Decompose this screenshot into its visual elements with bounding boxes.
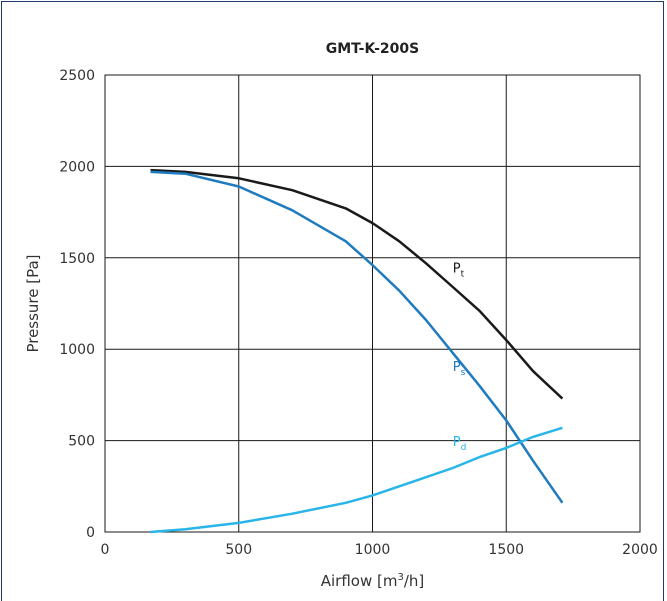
series-line-pt <box>150 168 564 400</box>
series-line-ps <box>150 170 564 504</box>
x-axis-label: Airflow [m3/h] <box>321 572 425 590</box>
series-curves <box>150 168 564 534</box>
x-tick-label: 1000 <box>355 542 391 558</box>
series-label-pd: Pd <box>453 435 467 453</box>
y-tick-label: 2000 <box>59 159 95 175</box>
tick-labels: 0 500 1000 1500 2000 0 500 1000 1500 2000 2500 <box>59 68 657 558</box>
y-tick-label: 500 <box>68 434 95 450</box>
grid <box>104 74 641 533</box>
y-tick-label: 0 <box>86 525 95 541</box>
x-tick-label: 500 <box>225 542 252 558</box>
y-tick-label: 1500 <box>59 251 95 267</box>
series-label-pt: Pt <box>453 261 465 279</box>
series-line-pd <box>150 426 563 534</box>
x-tick-label: 2000 <box>622 542 658 558</box>
x-tick-label: 1500 <box>488 542 524 558</box>
x-tick-label: 0 <box>101 542 110 558</box>
y-tick-label: 1000 <box>59 342 95 358</box>
series-labels: Pt Ps Pd <box>453 261 467 453</box>
chart-title: GMT-K-200S <box>326 41 419 57</box>
plot-area <box>104 74 641 533</box>
series-label-ps: Ps <box>453 360 466 378</box>
y-axis-label: Pressure [Pa] <box>24 254 42 352</box>
y-tick-label: 2500 <box>59 68 95 84</box>
